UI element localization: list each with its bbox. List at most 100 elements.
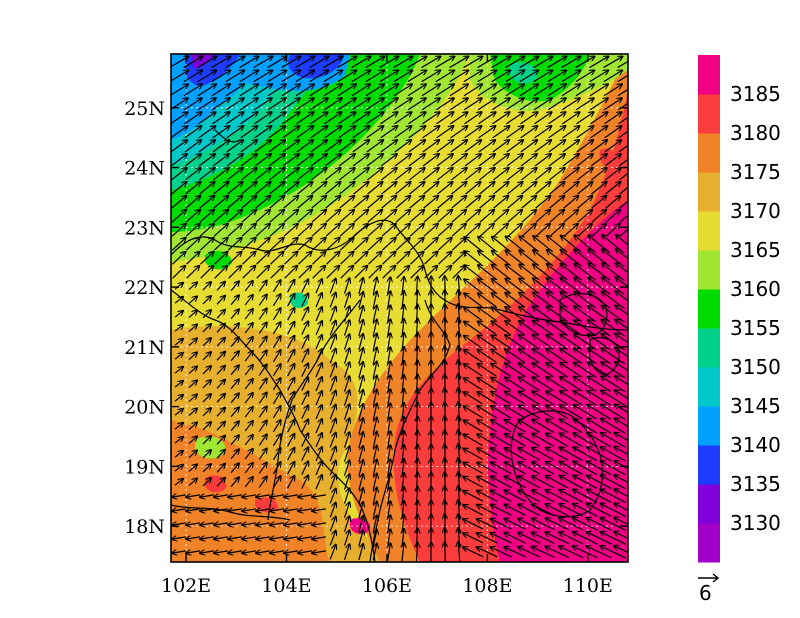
wind-vector [174, 339, 183, 346]
wind-vector [546, 349, 569, 364]
wind-vector [267, 70, 286, 83]
wind-vector [254, 112, 271, 125]
wind-vector [618, 172, 628, 181]
wind-vector [329, 405, 335, 420]
y-tick-label: 18N [124, 516, 165, 538]
wind-vector [423, 182, 438, 195]
wind-vector [244, 449, 253, 460]
wind-vector [559, 490, 584, 503]
wind-vector [591, 210, 606, 223]
wind-vector [532, 518, 555, 531]
wind-vector [422, 112, 439, 125]
wind-vector [216, 394, 225, 403]
wind-vector [366, 154, 383, 167]
wind-vector [423, 224, 438, 237]
wind-vector [573, 405, 597, 420]
wind-vector [617, 88, 628, 97]
wind-vector [315, 321, 322, 336]
wind-vector [188, 296, 197, 305]
wind-vector [258, 421, 266, 432]
wind-vector [211, 98, 230, 111]
wind-vector [590, 154, 607, 167]
wind-vector [253, 56, 273, 69]
wind-vector [315, 335, 322, 350]
colorbar: 3130 3135 3140 3145 3150 3155 3160 3165 3170 3175… [698, 55, 781, 563]
wind-vector [258, 323, 266, 334]
wind-vector [604, 140, 621, 153]
y-tick-label: 23N [124, 217, 165, 239]
wind-vector [547, 98, 566, 111]
wind-vector [492, 251, 511, 266]
wind-vector [186, 252, 200, 265]
wind-vector [463, 449, 483, 461]
wind-vector [272, 364, 280, 377]
wind-vector [255, 224, 270, 237]
wind-vector [464, 251, 483, 266]
wind-vector [518, 476, 541, 489]
wind-vector [394, 140, 411, 153]
wind-vector [212, 126, 230, 139]
wind-vector [301, 321, 308, 335]
wind-vector [174, 311, 183, 318]
wind-vector [301, 405, 308, 419]
wind-vector [532, 391, 555, 406]
wind-vector [604, 126, 622, 139]
wind-vector [283, 196, 299, 209]
wind-vector [506, 140, 523, 153]
wind-vector [464, 322, 483, 335]
wind-vector [171, 168, 186, 181]
wind-vector [241, 238, 255, 251]
wind-vector [284, 266, 298, 279]
wind-vector [519, 377, 540, 392]
wind-vector [301, 293, 308, 307]
wind-vector [590, 112, 607, 125]
wind-vector [185, 182, 200, 195]
wind-vector [171, 56, 189, 68]
wind-vector [478, 140, 495, 153]
wind-vector [394, 126, 412, 139]
wind-vector [329, 475, 335, 490]
wind-vector [254, 140, 271, 153]
wind-vector [272, 280, 280, 293]
wind-vector [546, 462, 569, 475]
wind-vector [329, 419, 335, 434]
wind-vector [213, 224, 228, 237]
wind-vector [589, 70, 608, 83]
wind-vector [422, 126, 440, 139]
wind-vector [507, 224, 522, 237]
wind-vector [548, 154, 565, 167]
wind-vector [423, 238, 437, 251]
colorbar-label: 3140 [730, 433, 781, 457]
x-tick-label: 110E [563, 575, 613, 597]
wind-vector [614, 433, 628, 442]
wind-vector [561, 84, 580, 97]
wind-vector [282, 112, 299, 125]
wind-vector [520, 112, 537, 125]
wind-vector [315, 279, 322, 294]
wind-vector [477, 448, 498, 461]
wind-vector [505, 434, 526, 447]
wind-vector [519, 84, 538, 97]
wind-vector [329, 545, 335, 560]
wind-vector [242, 495, 257, 497]
wind-vector [421, 70, 440, 83]
wind-vector [575, 98, 594, 111]
wind-vector [244, 351, 253, 362]
wind-vector [477, 434, 498, 447]
wind-vector [244, 281, 253, 292]
wind-vector [615, 334, 628, 344]
y-tick-label: 25N [124, 98, 165, 120]
wind-vector [367, 196, 383, 209]
wind-vector [422, 140, 439, 153]
wind-vector [520, 126, 538, 139]
wind-vector [549, 210, 564, 223]
wind-vector [216, 296, 225, 305]
wind-vector [619, 200, 628, 209]
wind-vector [600, 489, 626, 504]
wind-vector [574, 377, 597, 392]
wind-vector [605, 182, 620, 195]
wind-vector [241, 224, 256, 237]
wind-vector [450, 112, 467, 125]
wind-vector [587, 504, 612, 517]
wind-vector [202, 352, 211, 361]
